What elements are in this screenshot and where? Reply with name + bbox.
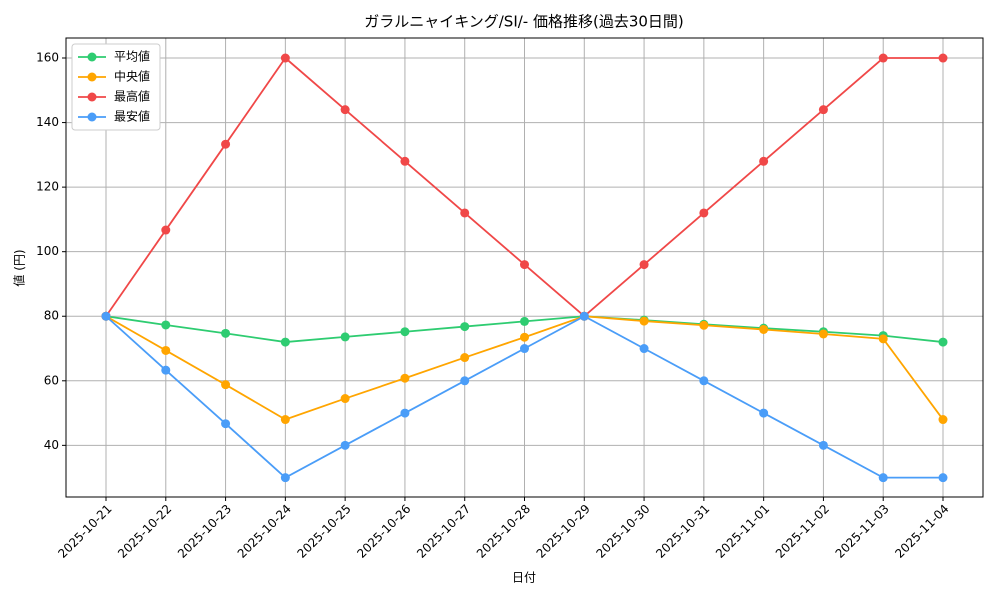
x-tick-label: 2025-10-25 <box>295 502 354 561</box>
y-tick-label: 120 <box>36 180 59 194</box>
point <box>460 353 470 363</box>
point <box>221 328 231 338</box>
point <box>759 156 769 166</box>
y-tick-label: 60 <box>44 373 59 387</box>
legend-label: 平均値 <box>114 49 150 64</box>
point <box>280 53 290 63</box>
point <box>639 260 649 270</box>
point <box>400 373 410 383</box>
y-tick-label: 80 <box>44 309 59 323</box>
x-tick-label: 2025-10-26 <box>354 502 413 561</box>
legend-label: 最高値 <box>114 89 150 104</box>
y-tick-label: 100 <box>36 244 59 258</box>
point <box>460 208 470 218</box>
x-tick-label: 2025-11-03 <box>833 502 892 561</box>
point <box>400 156 410 166</box>
point <box>878 473 888 483</box>
legend-marker <box>87 72 97 82</box>
x-tick-label: 2025-11-04 <box>892 502 951 561</box>
point <box>161 365 171 375</box>
point <box>938 53 948 63</box>
point <box>460 322 470 332</box>
legend-label: 中央値 <box>114 69 150 84</box>
point <box>759 408 769 418</box>
point <box>340 440 350 450</box>
point <box>460 376 470 386</box>
point <box>699 376 709 386</box>
point <box>639 344 649 354</box>
point <box>280 415 290 425</box>
x-tick-label: 2025-10-30 <box>593 502 652 561</box>
point <box>818 105 828 115</box>
point <box>579 311 589 321</box>
point <box>938 473 948 483</box>
point <box>699 208 709 218</box>
point <box>161 320 171 330</box>
point <box>161 345 171 355</box>
legend-box <box>71 43 161 131</box>
x-tick-label: 2025-10-23 <box>175 502 234 561</box>
point <box>639 316 649 326</box>
point <box>520 316 529 326</box>
point <box>280 337 290 347</box>
point <box>818 329 828 339</box>
point <box>938 337 948 347</box>
point <box>101 311 111 321</box>
point <box>221 419 231 429</box>
point <box>280 473 290 483</box>
x-axis-label: 日付 <box>512 571 536 585</box>
point <box>340 105 350 115</box>
legend-marker <box>87 112 97 122</box>
y-axis-label: 値 (円) <box>12 249 27 286</box>
legend-marker <box>87 92 97 102</box>
point <box>878 53 888 63</box>
point <box>340 394 350 404</box>
point <box>520 260 529 270</box>
y-tick-label: 160 <box>36 51 59 65</box>
point <box>759 324 769 334</box>
x-tick-label: 2025-10-28 <box>474 502 533 561</box>
point <box>400 327 410 337</box>
chart-title: ガラルニャイキング/SI/- 価格推移(過去30日間) <box>364 13 684 31</box>
point <box>520 344 529 354</box>
point <box>221 139 231 149</box>
x-tick-label: 2025-10-24 <box>235 502 294 561</box>
point <box>818 440 828 450</box>
point <box>400 408 410 418</box>
point <box>938 415 948 425</box>
x-tick-label: 2025-10-29 <box>534 502 593 561</box>
x-tick-label: 2025-10-27 <box>414 502 473 561</box>
point <box>161 225 171 235</box>
y-tick-label: 140 <box>36 115 59 129</box>
point <box>221 380 231 390</box>
legend-label: 最安値 <box>114 109 150 124</box>
point <box>699 320 709 330</box>
legend-marker <box>87 52 97 62</box>
x-tick-label: 2025-10-21 <box>55 502 114 561</box>
point <box>520 332 529 342</box>
x-tick-label: 2025-11-01 <box>713 502 772 561</box>
x-tick-label: 2025-10-22 <box>115 502 174 561</box>
point <box>340 332 350 342</box>
plot-frame <box>65 37 984 498</box>
x-tick-label: 2025-11-02 <box>773 502 832 561</box>
x-tick-label: 2025-10-31 <box>653 502 712 561</box>
point <box>878 334 888 344</box>
y-tick-label: 40 <box>44 438 59 452</box>
